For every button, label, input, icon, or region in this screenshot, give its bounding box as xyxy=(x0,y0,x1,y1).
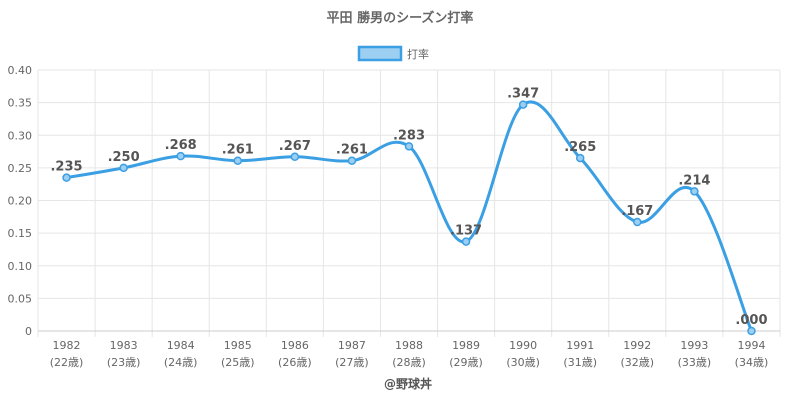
x-tick-label: 1986 xyxy=(281,339,309,352)
data-point xyxy=(176,151,185,161)
data-label: .261 xyxy=(336,143,368,158)
data-label: .347 xyxy=(507,87,539,102)
data-point xyxy=(404,142,414,151)
x-tick-label: 1984 xyxy=(167,339,195,352)
x-axis-ticks: 1982 (22歳) 1983 (23歳) 1984 (24歳) 1985 (25歳) 1986… xyxy=(50,339,769,369)
x-tick-age-label: (25歳) xyxy=(221,356,255,369)
y-tick-label: 0.05 xyxy=(8,292,33,305)
y-gridlines xyxy=(38,69,780,332)
data-label: .250 xyxy=(108,150,140,165)
data-point xyxy=(633,217,642,227)
x-tick-age-label: (22歳) xyxy=(50,356,84,369)
legend-swatch xyxy=(357,45,403,62)
x-tick-label: 1989 xyxy=(452,339,480,352)
x-gridlines xyxy=(37,70,781,337)
data-point xyxy=(62,173,71,182)
x-tick-age-label: (24歳) xyxy=(164,356,198,369)
data-points xyxy=(62,100,756,336)
x-tick-label: 1985 xyxy=(224,339,252,352)
x-tick-label: 1987 xyxy=(338,339,366,352)
y-axis-ticks: 0 0.05 0.10 0.15 0.20 0.25 0.30 0.35 0.40 xyxy=(8,64,33,338)
y-tick-label: 0.20 xyxy=(8,195,33,208)
data-point xyxy=(747,326,756,336)
data-label: .214 xyxy=(678,173,710,188)
x-tick-label: 1982 xyxy=(53,339,81,352)
data-point xyxy=(461,237,471,246)
x-tick-age-label: (30歳) xyxy=(506,356,540,369)
data-labels: .235 .250 .268 .261 .267 .261 .283 .137 .347 .265… xyxy=(50,87,767,328)
chart-credit: @野球丼 xyxy=(384,376,432,391)
series-batting-average xyxy=(66,100,753,332)
y-tick-label: 0.40 xyxy=(8,64,33,77)
y-tick-label: 0.15 xyxy=(8,227,33,240)
legend[interactable]: 打率 xyxy=(357,45,429,62)
x-tick-age-label: (27歳) xyxy=(335,356,369,369)
x-tick-label: 1993 xyxy=(680,339,708,352)
data-point xyxy=(690,187,699,196)
y-tick-label: 0.25 xyxy=(8,162,33,175)
y-tick-label: 0.35 xyxy=(8,97,33,110)
x-tick-age-label: (28歳) xyxy=(392,356,426,369)
x-tick-age-label: (23歳) xyxy=(107,356,141,369)
x-tick-age-label: (29歳) xyxy=(449,356,483,369)
data-point xyxy=(290,152,300,162)
data-label: .268 xyxy=(165,138,197,153)
data-label: .000 xyxy=(735,313,767,328)
x-tick-age-label: (33歳) xyxy=(678,356,712,369)
x-tick-label: 1992 xyxy=(623,339,651,352)
x-tick-age-label: (32歳) xyxy=(621,356,655,369)
legend-label: 打率 xyxy=(407,47,429,61)
data-label: .265 xyxy=(564,140,596,155)
x-tick-label: 1983 xyxy=(110,339,138,352)
x-tick-label: 1991 xyxy=(566,339,594,352)
data-point xyxy=(347,156,357,165)
x-tick-age-label: (31歳) xyxy=(563,356,597,369)
data-point xyxy=(518,100,528,109)
data-point xyxy=(233,156,243,165)
data-label: .267 xyxy=(279,139,311,154)
data-label: .167 xyxy=(621,204,653,219)
y-tick-label: 0.10 xyxy=(8,260,33,273)
data-label: .235 xyxy=(50,160,82,175)
chart-title: 平田 勝男のシーズン打率 xyxy=(327,10,474,26)
x-tick-age-label: (34歳) xyxy=(735,356,769,369)
data-point xyxy=(119,163,128,173)
data-label: .283 xyxy=(393,128,425,143)
x-tick-age-label: (26歳) xyxy=(278,356,312,369)
data-label: .261 xyxy=(222,143,254,158)
y-tick-label: 0.30 xyxy=(8,129,33,142)
y-tick-label: 0 xyxy=(25,325,32,338)
data-point xyxy=(575,153,585,163)
data-label: .137 xyxy=(450,224,482,239)
x-tick-label: 1988 xyxy=(395,339,423,352)
x-tick-label: 1990 xyxy=(509,339,537,352)
series-line xyxy=(66,100,753,332)
x-tick-label: 1994 xyxy=(737,339,765,352)
